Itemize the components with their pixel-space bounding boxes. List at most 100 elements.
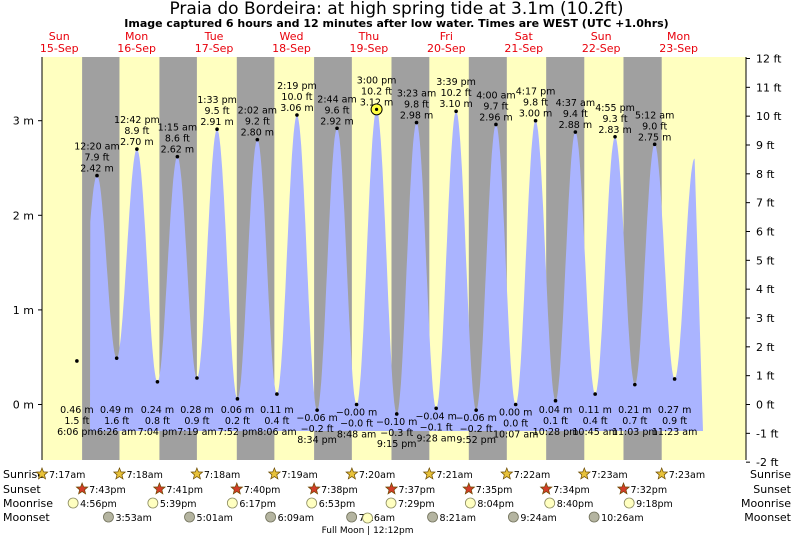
left-axis-label: 1 m bbox=[13, 304, 34, 317]
tide-ft-label: 0.1 ft bbox=[543, 416, 568, 427]
moonset-time: 7:16am bbox=[359, 513, 395, 524]
tide-m-label: 0.06 m bbox=[221, 405, 254, 416]
tide-time-label: 2:44 am bbox=[317, 94, 356, 105]
tide-ft-label: −0.2 ft bbox=[301, 424, 334, 435]
moonset-icon bbox=[507, 511, 519, 523]
tide-m-label: 2.70 m bbox=[120, 137, 153, 148]
tide-time-label: 8:06 am bbox=[257, 427, 296, 438]
right-axis-label: 3 ft bbox=[756, 312, 775, 325]
tide-point bbox=[613, 134, 617, 139]
day-header-name: Tue bbox=[204, 30, 224, 43]
sunrise-row-label-left: Sunrise bbox=[3, 468, 44, 481]
day-header-name: Sun bbox=[591, 30, 612, 43]
sunrise-row-label-right: Sunrise bbox=[750, 468, 791, 481]
tide-point bbox=[652, 142, 657, 147]
tide-point bbox=[114, 356, 119, 360]
tide-time-label: 7:52 pm bbox=[218, 427, 258, 438]
tide-point bbox=[335, 126, 339, 131]
day-header-date: 17-Sep bbox=[195, 42, 234, 55]
tide-ft-label: 0.0 ft bbox=[503, 419, 528, 430]
tide-ft-label: 9.6 ft bbox=[324, 105, 349, 116]
moonrise-time: 7:29pm bbox=[398, 499, 435, 510]
chart-title: Praia do Bordeira: at high spring tide a… bbox=[169, 0, 624, 19]
tide-m-label: 0.11 m bbox=[260, 405, 293, 416]
tide-area bbox=[90, 109, 703, 432]
moonrise-icon bbox=[385, 497, 397, 509]
right-axis-label: -1 ft bbox=[756, 427, 779, 440]
tide-time-label: 8:48 am bbox=[337, 430, 376, 441]
tide-ft-label: 9.7 ft bbox=[483, 101, 508, 112]
tide-m-label: 2.83 m bbox=[598, 125, 631, 136]
sunset-time: 7:32pm bbox=[630, 485, 667, 496]
tide-ft-label: 8.6 ft bbox=[165, 134, 190, 145]
tide-ft-label: 0.9 ft bbox=[662, 416, 687, 427]
tide-ft-label: 9.3 ft bbox=[603, 114, 628, 125]
moonset-row-label-left: Moonset bbox=[3, 511, 50, 524]
right-axis-label: 12 ft bbox=[756, 52, 782, 65]
moonset-row-label-right: Moonset bbox=[744, 511, 791, 524]
tide-point bbox=[474, 408, 478, 412]
sunrise-time: 7:23am bbox=[591, 470, 627, 481]
tide-point bbox=[255, 137, 260, 142]
tide-ft-label: 10.2 ft bbox=[441, 88, 472, 99]
tide-ft-label: 9.4 ft bbox=[563, 109, 588, 120]
sunrise-time: 7:18am bbox=[204, 470, 240, 481]
tide-m-label: 0.27 m bbox=[658, 405, 691, 416]
axes: 0 m 1 m 2 m 3 m -2 ft -1 ft 0 ft 1 ft 2 ft 3 ft 4 … bbox=[13, 52, 782, 469]
tide-time-label: 9:15 pm bbox=[377, 439, 417, 450]
tide-time-label: 5:12 am bbox=[635, 110, 674, 121]
tide-m-label: 3.10 m bbox=[439, 99, 472, 110]
tide-m-label: 0.24 m bbox=[141, 405, 174, 416]
right-axis-label: 11 ft bbox=[756, 81, 782, 94]
sunset-time: 7:40pm bbox=[244, 485, 281, 496]
day-header-date: 15-Sep bbox=[40, 42, 79, 55]
tide-time-label: 12:20 am bbox=[74, 142, 119, 153]
moonrise-time: 4:56pm bbox=[80, 499, 117, 510]
sunset-icon bbox=[75, 482, 89, 495]
tide-point bbox=[155, 379, 160, 384]
sunset-icon bbox=[307, 482, 321, 495]
tide-area-path bbox=[90, 109, 703, 432]
tide-point bbox=[394, 412, 399, 416]
right-axis-label: 9 ft bbox=[756, 139, 775, 152]
tide-point bbox=[414, 120, 419, 125]
tide-m-label: 2.88 m bbox=[559, 120, 592, 131]
right-axis-label: 0 ft bbox=[756, 399, 775, 412]
moonrise-icon bbox=[226, 497, 238, 509]
tide-point bbox=[533, 118, 538, 123]
tide-m-label: 2.42 m bbox=[80, 164, 113, 175]
tide-ft-label: 0.4 ft bbox=[264, 416, 289, 427]
sunrise-icon bbox=[655, 467, 669, 480]
moonset-time: 5:01am bbox=[197, 513, 233, 524]
right-axis-label: -2 ft bbox=[756, 456, 779, 469]
tide-time-label: 1:15 am bbox=[158, 123, 197, 134]
tide-ft-label: 0.2 ft bbox=[225, 416, 250, 427]
tide-point bbox=[275, 392, 279, 396]
moonrise-time: 6:17pm bbox=[239, 499, 276, 510]
tide-m-label: 2.98 m bbox=[400, 111, 433, 122]
sunrise-time: 7:23am bbox=[669, 470, 705, 481]
tide-time-label: 11:23 am bbox=[652, 427, 697, 438]
sunrise-time: 7:19am bbox=[281, 470, 317, 481]
tide-point bbox=[235, 397, 240, 401]
tide-ft-label: 9.0 ft bbox=[642, 121, 667, 132]
day-header-date: 18-Sep bbox=[272, 42, 311, 55]
day-header-name: Mon bbox=[125, 30, 148, 43]
moonset-time: 6:09am bbox=[278, 513, 314, 524]
sunrise-icon bbox=[577, 467, 591, 480]
sunrise-icon bbox=[35, 467, 49, 480]
tide-time-label: 6:06 pm bbox=[57, 427, 97, 438]
moonrise-icon bbox=[623, 497, 635, 509]
sunset-time: 7:34pm bbox=[553, 485, 590, 496]
tide-point bbox=[215, 127, 219, 132]
day-header-date: 22-Sep bbox=[582, 42, 621, 55]
tide-m-label: 3.00 m bbox=[519, 109, 552, 120]
tide-time-label: 3:23 am bbox=[397, 89, 436, 100]
moonrise-icon bbox=[306, 497, 318, 509]
sunrise-icon bbox=[112, 467, 127, 480]
tide-point bbox=[573, 130, 578, 134]
sunset-time: 7:38pm bbox=[321, 485, 358, 496]
sunrise-time: 7:20am bbox=[359, 470, 395, 481]
left-axis-label: 3 m bbox=[13, 115, 34, 128]
